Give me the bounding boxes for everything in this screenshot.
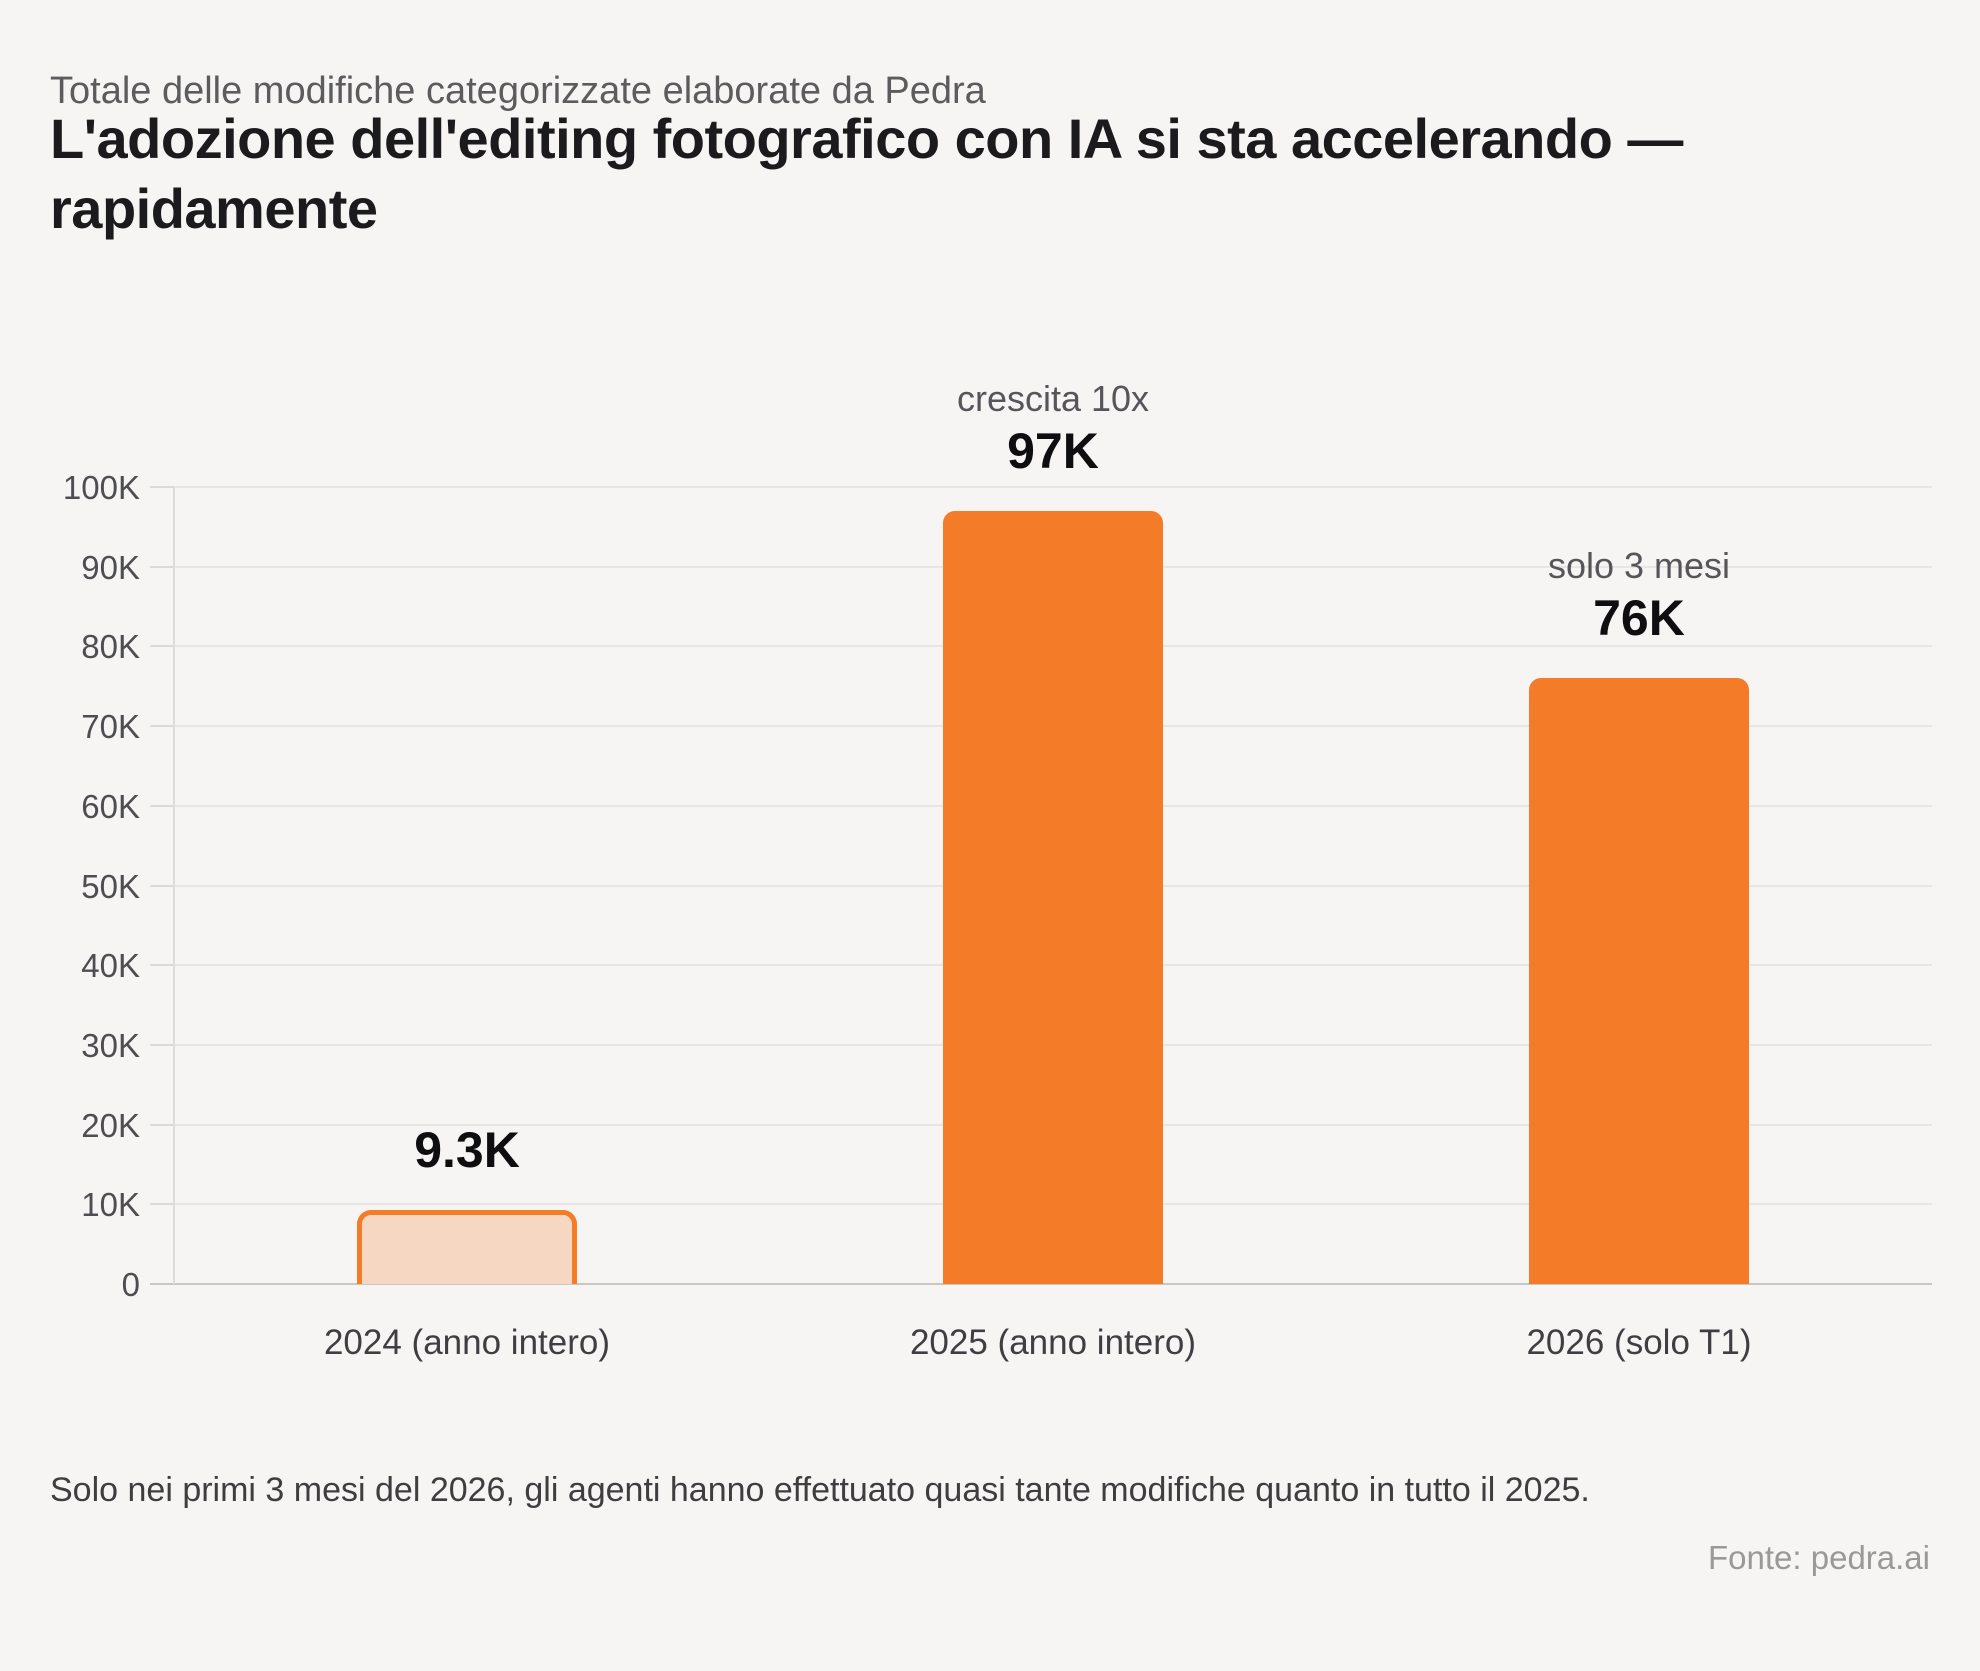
bar-2: [943, 511, 1163, 1284]
x-tick-label: 2024 (anno intero): [323, 1323, 611, 1362]
y-axis-tick: [150, 486, 174, 488]
y-tick-label: 40K: [81, 947, 140, 985]
y-axis-tick: [150, 725, 174, 728]
bar-label-group: solo 3 mesi 76K: [1379, 544, 1899, 648]
y-tick-label: 60K: [81, 787, 140, 825]
y-axis-tick: [150, 1203, 174, 1206]
bar-annotation: solo 3 mesi: [1547, 545, 1731, 586]
y-axis-tick: [150, 964, 174, 967]
y-axis-tick: [150, 645, 174, 648]
y-tick-label: 10K: [81, 1186, 140, 1224]
source-attribution: Fonte: pedra.ai: [1708, 1539, 1930, 1576]
y-axis-tick: [150, 1123, 174, 1126]
bar-annotation: crescita 10x: [956, 378, 1150, 419]
y-tick-label: 20K: [81, 1106, 140, 1144]
y-tick-label: 100K: [62, 469, 140, 506]
y-axis-tick: [150, 884, 174, 887]
chart-eyebrow: Totale delle modifiche categorizzate ela…: [50, 70, 986, 112]
bar-label-group: crescita 10x 97K: [793, 377, 1313, 481]
y-tick-label: 50K: [81, 867, 140, 905]
y-axis-tick: [150, 565, 174, 568]
y-tick-label: 70K: [81, 708, 140, 746]
y-axis-line: [173, 487, 175, 1284]
y-tick-label: 90K: [81, 548, 140, 586]
gridline: [174, 486, 1932, 488]
bar-value-label: 9.3K: [414, 1122, 520, 1178]
bar-1: [357, 1210, 577, 1284]
y-axis-tick: [150, 1043, 174, 1046]
y-tick-label: 80K: [81, 628, 140, 666]
bar-value-label: 76K: [1593, 590, 1685, 646]
chart-title: L'adozione dell'editing fotografico con …: [50, 107, 1683, 240]
footer-note: Solo nei primi 3 mesi del 2026, gli agen…: [50, 1471, 1590, 1509]
y-tick-label: 0: [121, 1266, 140, 1303]
bar-value-label: 97K: [1007, 423, 1099, 479]
x-tick-label: 2026 (solo T1): [1526, 1323, 1752, 1362]
bar-label-group: 9.3K: [207, 1120, 727, 1180]
x-axis-baseline: [150, 1283, 1932, 1285]
y-tick-label: 30K: [81, 1026, 140, 1064]
x-tick-label: 2025 (anno intero): [909, 1323, 1197, 1362]
y-axis-tick: [150, 804, 174, 807]
bar-3: [1529, 678, 1749, 1284]
